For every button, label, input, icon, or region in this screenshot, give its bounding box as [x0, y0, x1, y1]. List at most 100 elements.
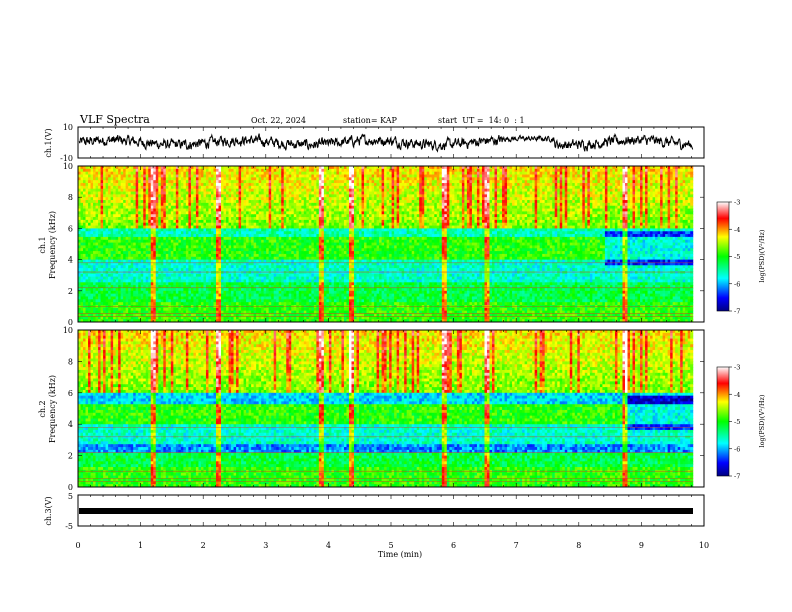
spectrogram-cell — [175, 214, 179, 218]
spectrogram-cell — [115, 191, 119, 195]
spectrogram-cell — [118, 319, 122, 322]
spectrogram-cell — [160, 205, 164, 210]
spectrogram-cell — [148, 200, 152, 204]
spectrogram-cell — [103, 290, 107, 295]
spectrogram-cell — [241, 296, 245, 300]
spectrogram-cell — [130, 285, 134, 289]
spectrogram-cell — [130, 262, 134, 266]
spectrogram-cell — [95, 219, 99, 224]
spectrogram-cell — [88, 310, 92, 314]
spectrogram-cell — [78, 296, 82, 300]
spectrogram-cell — [138, 262, 142, 266]
spectrogram-cell — [153, 194, 157, 198]
spectrogram-cell — [200, 166, 204, 170]
spectrogram-cell — [153, 171, 157, 176]
spectrogram-cell — [243, 171, 247, 176]
spectrogram-cell — [190, 279, 194, 283]
spectrogram-cell — [80, 319, 84, 322]
spectrogram-cell — [238, 197, 242, 201]
spectrogram-cell — [236, 307, 240, 312]
spectrogram-cell — [238, 276, 242, 280]
spectrogram-cell — [130, 171, 134, 176]
spectrogram-cell — [213, 319, 217, 322]
spectrogram-cell — [168, 279, 172, 283]
spectrogram-cell — [105, 316, 109, 320]
spectrogram-cell — [78, 177, 82, 181]
spectrogram-cell — [170, 302, 174, 306]
spectrogram-cell — [223, 248, 227, 252]
spectrogram-cell — [203, 273, 207, 278]
spectrogram-cell — [178, 185, 182, 190]
spectrogram-cell — [118, 302, 122, 306]
spectrogram-cell — [205, 166, 209, 170]
spectrogram-cell — [110, 287, 114, 292]
spectrogram-cell — [185, 276, 189, 280]
spectrogram-cell — [95, 222, 99, 227]
spectrogram-cell — [195, 214, 199, 218]
spectrogram-cell — [108, 191, 112, 195]
spectrogram-cell — [198, 177, 202, 181]
spectrogram-cell — [145, 183, 149, 187]
spectrogram-cell — [135, 268, 139, 272]
spectrogram-cell — [85, 222, 89, 227]
spectrogram-cell — [155, 299, 159, 303]
spectrogram-cell — [143, 171, 147, 176]
spectrogram-cell — [170, 183, 174, 187]
spectrogram-cell — [190, 214, 194, 218]
spectrogram-cell — [88, 202, 92, 207]
spectrogram-cell — [78, 248, 82, 252]
spectrogram-cell — [200, 296, 204, 300]
spectrogram-cell — [165, 307, 169, 312]
spectrogram-cell — [160, 251, 164, 255]
spectrogram-cell — [155, 236, 159, 241]
spectrogram-cell — [173, 302, 177, 306]
spectrogram-cell — [113, 270, 117, 275]
spectrogram-cell — [143, 205, 147, 210]
spectrogram-cell — [246, 270, 250, 275]
spectrogram-cell — [228, 200, 232, 204]
spectrogram-cell — [213, 219, 217, 224]
spectrogram-cell — [238, 248, 242, 252]
spectrogram-cell — [195, 236, 199, 241]
spectrogram-cell — [93, 293, 97, 297]
spectrogram-cell — [236, 185, 240, 190]
spectrogram-cell — [163, 262, 167, 266]
spectrogram-cell — [138, 316, 142, 320]
spectrogram-cell — [100, 191, 104, 195]
spectrogram-cell — [213, 217, 217, 221]
spectrogram-cell — [236, 302, 240, 306]
spectrogram-cell — [168, 287, 172, 292]
spectrogram-cell — [163, 259, 167, 263]
spectrogram-cell — [140, 287, 144, 292]
spectrogram-cell — [216, 287, 220, 292]
spectrogram-cell — [110, 302, 114, 306]
spectrogram-cell — [236, 236, 240, 241]
spectrogram-cell — [83, 313, 87, 317]
spectrogram-cell — [170, 219, 174, 224]
spectrogram-cell — [105, 319, 109, 322]
spectrogram-cell — [238, 290, 242, 295]
spectrogram-cell — [233, 256, 237, 261]
spectrogram-cell — [168, 262, 172, 266]
spectrogram-cell — [243, 285, 247, 289]
spectrogram-cell — [143, 185, 147, 190]
spectrogram-cell — [180, 279, 184, 283]
spectrogram-cell — [173, 205, 177, 210]
spectrogram-cell — [233, 228, 237, 232]
spectrogram-cell — [150, 200, 154, 204]
spectrogram-cell — [140, 299, 144, 303]
spectrogram-cell — [113, 166, 117, 170]
spectrogram-cell — [173, 234, 177, 238]
spectrogram-cell — [173, 188, 177, 193]
spectrogram-cell — [148, 282, 152, 286]
spectrogram-cell — [103, 177, 107, 181]
spectrogram-cell — [168, 290, 172, 295]
spectrogram-cell — [213, 205, 217, 210]
spectrogram-cell — [185, 219, 189, 224]
spectrogram-cell — [90, 296, 94, 300]
spectrogram-cell — [233, 293, 237, 297]
spectrogram-cell — [190, 299, 194, 303]
spectrogram-cell — [158, 219, 162, 224]
spectrogram-cell — [175, 279, 179, 283]
spectrogram-cell — [153, 265, 157, 269]
